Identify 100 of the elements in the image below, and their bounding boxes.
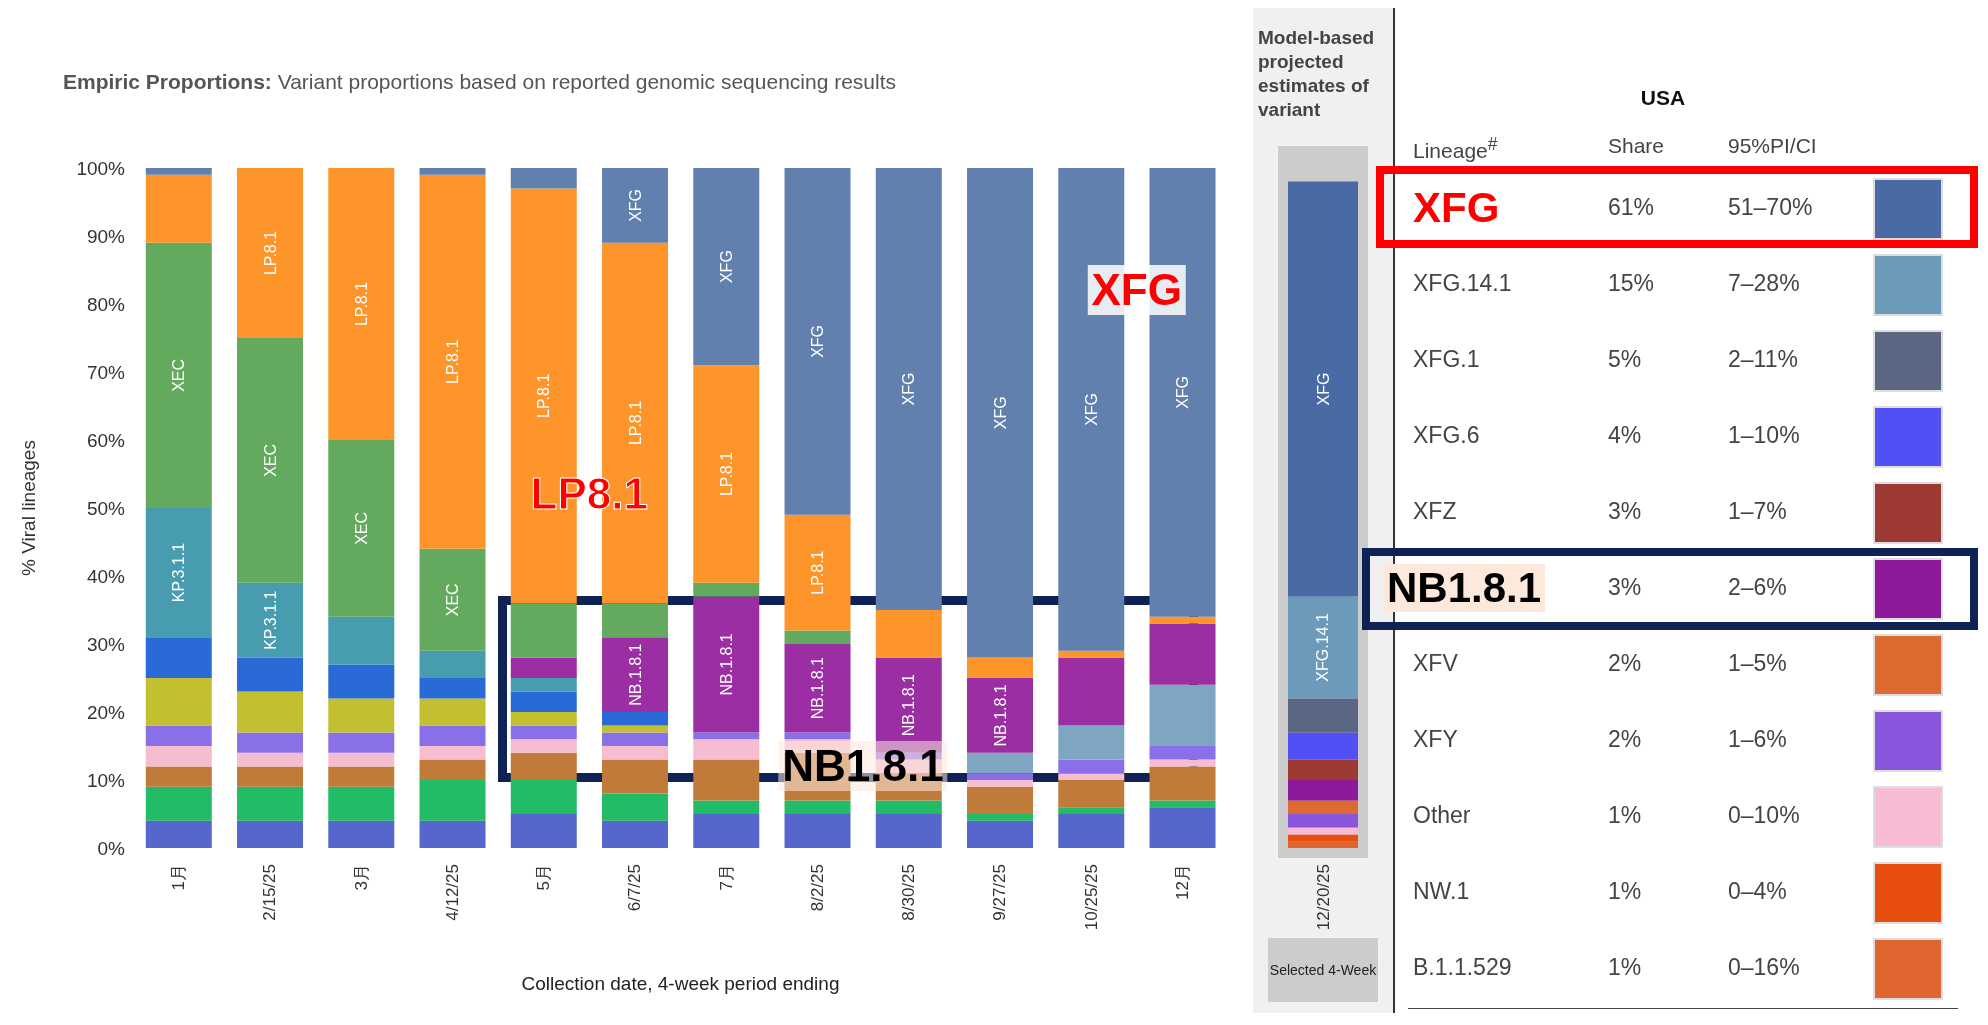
series-label: NB.1.8.1 (626, 643, 644, 706)
x-tick-label: 4/12/25 (442, 864, 462, 921)
text: 1–7% (1728, 498, 1787, 525)
bar (693, 596, 760, 733)
y-tick-label: 10% (86, 769, 126, 791)
bar (602, 712, 669, 726)
text: LP.8.1 (809, 550, 827, 595)
bar (1058, 814, 1125, 848)
bar (328, 168, 395, 440)
bar (602, 793, 669, 821)
bar (1288, 759, 1358, 780)
x-tick-label: 7月 (716, 864, 736, 891)
annotation: XFG (1087, 265, 1186, 316)
bar (328, 440, 395, 617)
x-tick-label: 12/20/25 (1313, 864, 1333, 931)
text: KP.3.1.1 (170, 542, 188, 603)
bar (328, 752, 395, 767)
bar (784, 732, 851, 740)
bar (237, 732, 304, 753)
bar (875, 800, 942, 814)
bar (419, 759, 486, 780)
bar (237, 820, 304, 848)
y-tick-label: 40% (86, 565, 126, 587)
series-label: KP.3.1.1 (261, 590, 279, 650)
bar (1149, 746, 1216, 760)
bar (693, 814, 760, 848)
bar (784, 814, 851, 848)
bar (237, 786, 304, 821)
text: 15% (1608, 270, 1655, 297)
text: NB.1.8.1 (809, 657, 827, 720)
text: XFG (717, 250, 735, 284)
bar (328, 786, 395, 821)
y-tick-label: 30% (86, 633, 126, 655)
bar (419, 678, 486, 699)
text: 61% (1608, 194, 1655, 221)
text: 0–16% (1728, 954, 1800, 981)
bar (967, 773, 1034, 780)
text: Share (1608, 134, 1665, 158)
bar (693, 800, 760, 814)
bar (1149, 684, 1216, 746)
bar (784, 644, 851, 733)
bar (145, 746, 212, 767)
bar (1058, 807, 1125, 814)
text: 2% (1608, 726, 1642, 753)
text: XFG.14.1 (1413, 270, 1512, 296)
bar (328, 698, 395, 733)
text: LP.8.1 (717, 451, 735, 497)
y-tick-label: 70% (86, 361, 126, 383)
x-tick-label: 2/15/25 (260, 864, 280, 921)
bar (237, 691, 304, 733)
bar (510, 657, 577, 678)
y-axis-title: % Viral lineages (17, 440, 39, 576)
bar (419, 650, 486, 678)
text: 1–6% (1728, 726, 1787, 753)
bar (602, 637, 669, 712)
bar (967, 786, 1034, 814)
bar (1149, 616, 1216, 624)
text: 2–11% (1728, 346, 1798, 373)
bar (693, 365, 760, 583)
annotation: NB1.8.1 (778, 741, 948, 792)
bar (145, 174, 212, 243)
bar (1058, 650, 1125, 658)
bar (328, 820, 395, 848)
bar (145, 725, 212, 746)
text: 4% (1608, 422, 1642, 449)
bar (967, 678, 1034, 753)
text: 3% (1608, 574, 1642, 601)
bar (602, 168, 669, 243)
bar (1288, 698, 1358, 733)
x-tick-label: 6/7/25 (625, 864, 645, 912)
bar (510, 739, 577, 753)
text: XFZ (1413, 498, 1457, 525)
bar (1288, 800, 1358, 814)
bar (1149, 623, 1216, 685)
bar (419, 548, 486, 651)
legend-title: USA (1639, 86, 1687, 110)
bar (1149, 807, 1216, 848)
text: XEC (352, 511, 370, 545)
bar (967, 820, 1034, 848)
bar (693, 732, 760, 740)
text: 5% (1608, 346, 1642, 373)
bar (1058, 780, 1125, 808)
x-tick-label: 8/2/25 (807, 864, 827, 912)
bar (784, 800, 851, 814)
bar (510, 814, 577, 848)
y-tick-label: 60% (86, 429, 126, 451)
x-tick-label: 12月 (1172, 864, 1192, 900)
bar (419, 780, 486, 821)
bar (145, 168, 212, 175)
bar (602, 746, 669, 760)
text: 95%PI/CI (1728, 134, 1817, 158)
bar (237, 168, 304, 338)
text: LP.8.1 (626, 400, 644, 446)
bar (967, 814, 1034, 821)
bar (1058, 657, 1125, 726)
bar (419, 168, 486, 175)
bar (145, 508, 212, 638)
bar (145, 242, 212, 508)
text: XFG.1 (1413, 346, 1480, 373)
text: NB.1.8.1 (717, 633, 735, 696)
